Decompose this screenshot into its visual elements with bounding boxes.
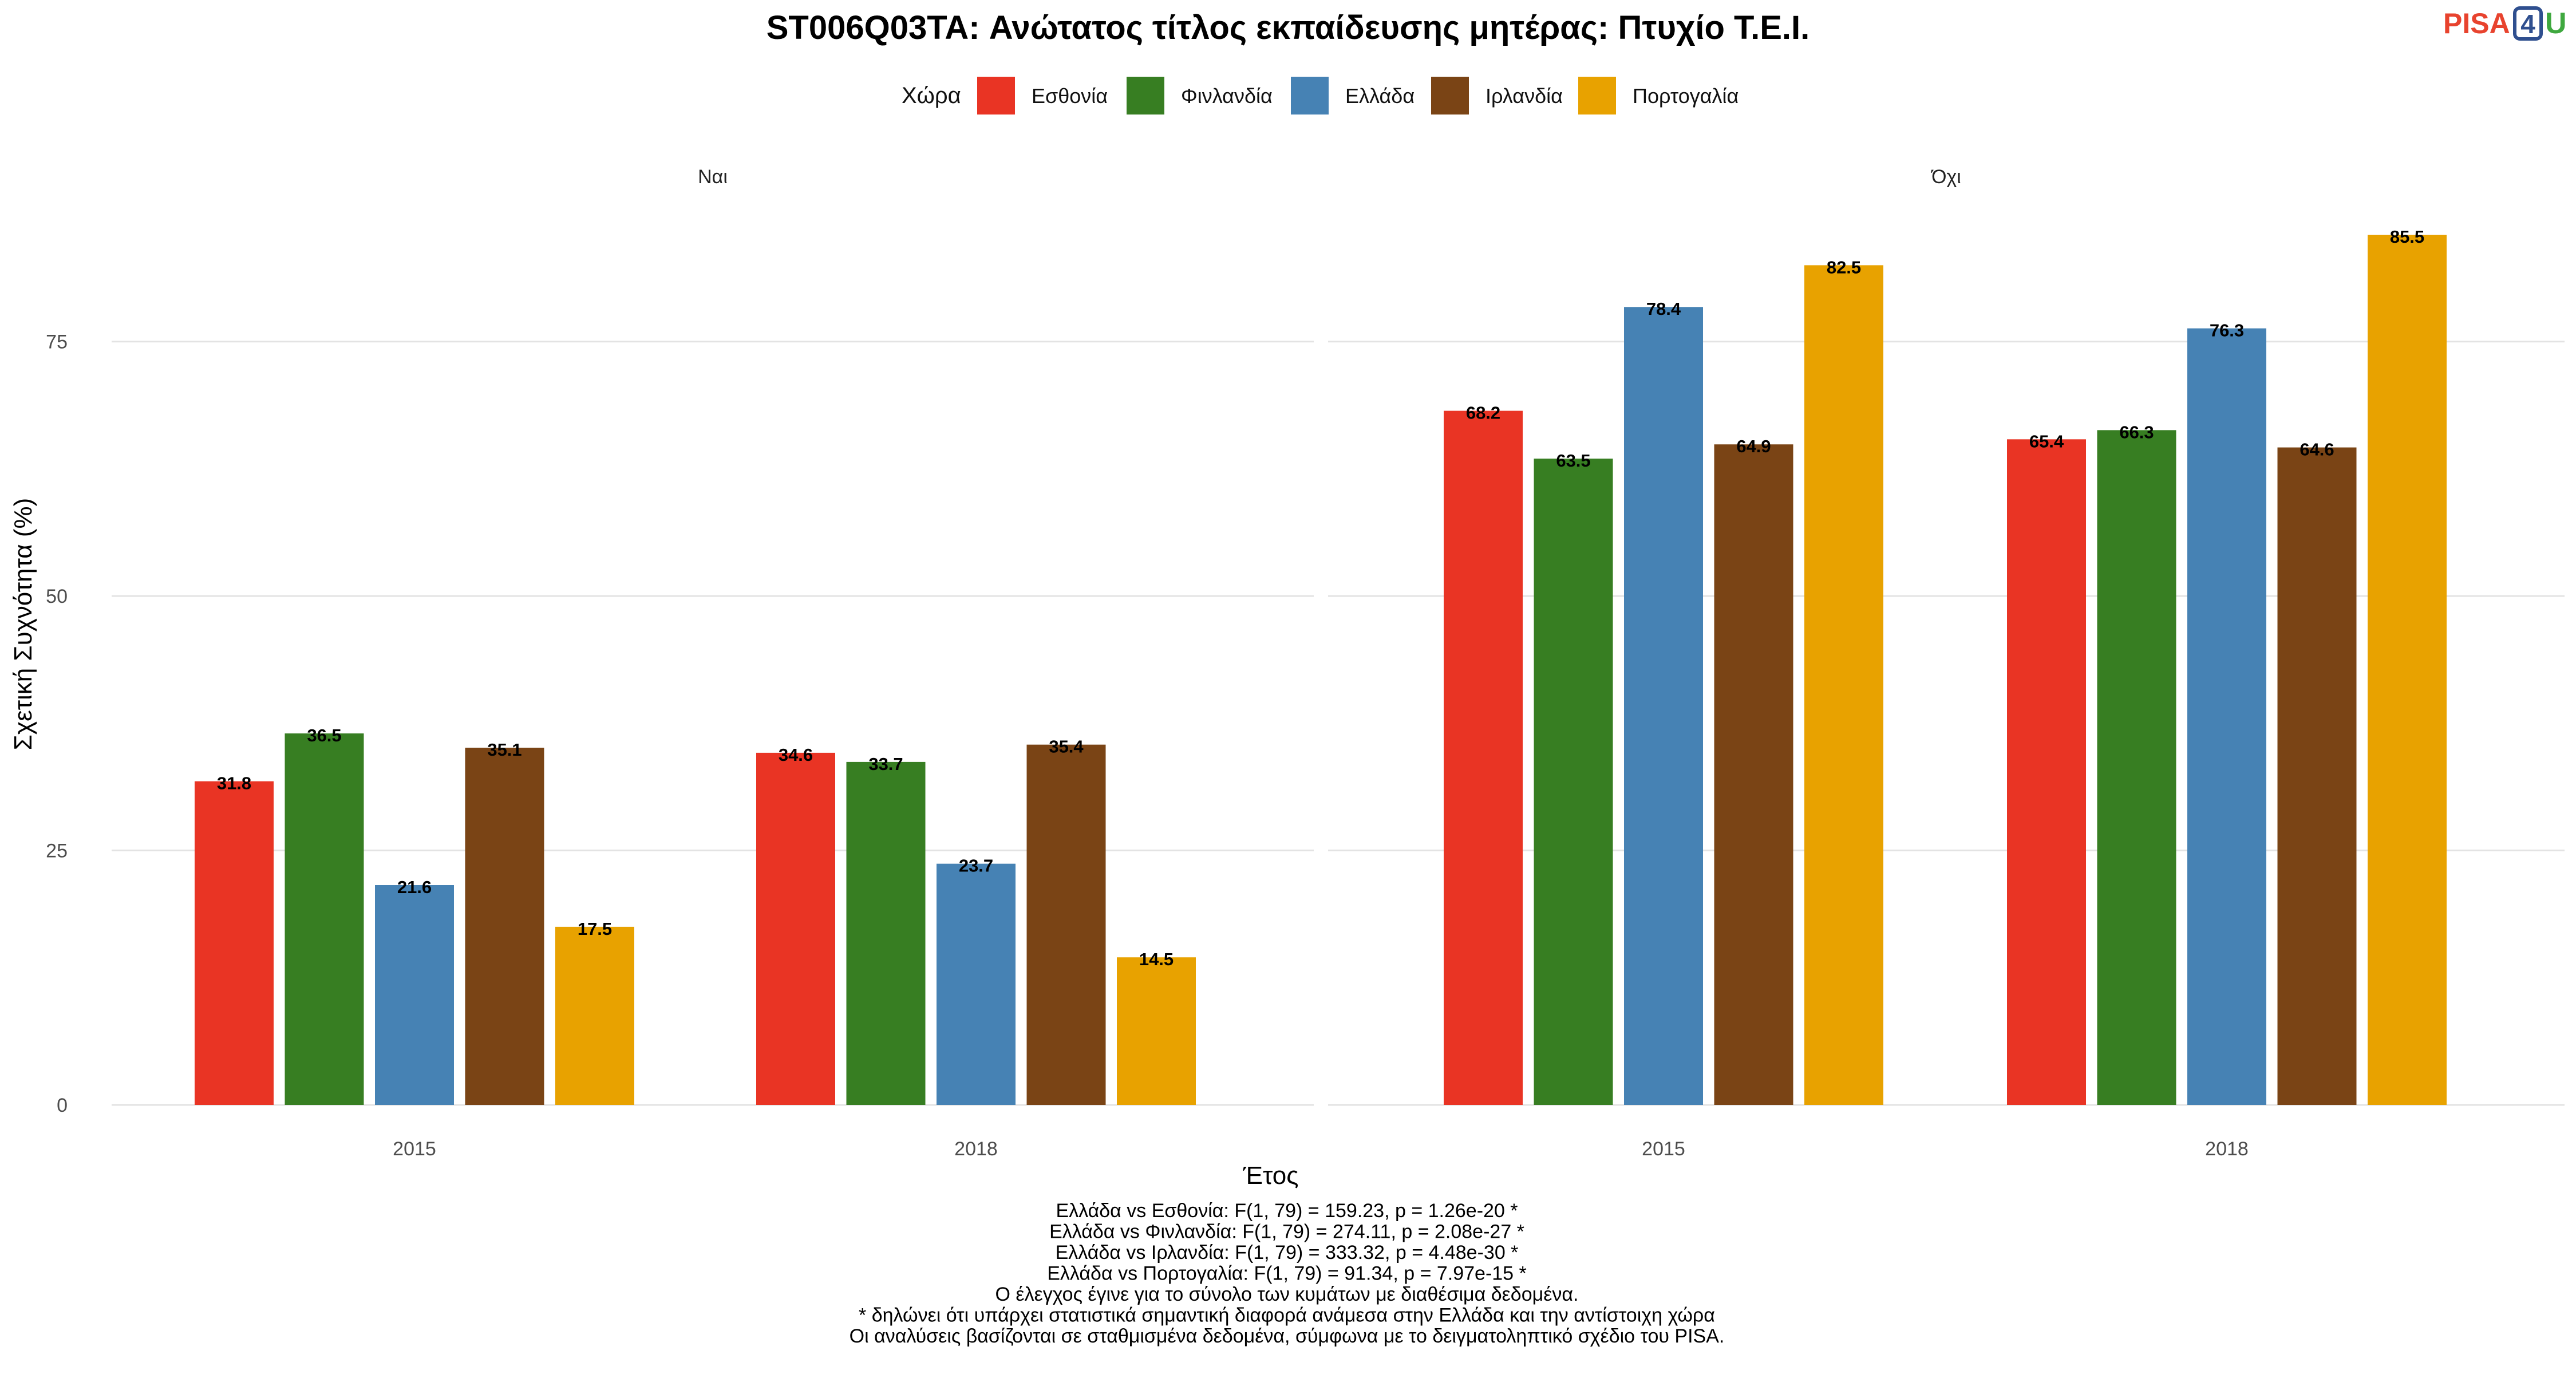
legend-label: Πορτογαλία [1633, 84, 1739, 108]
bar-value-label: 35.1 [487, 740, 521, 760]
bar-value-label: 64.9 [1736, 436, 1771, 456]
x-tick-label: 2015 [1642, 1138, 1685, 1160]
panel-strip-label: Όχι [1930, 166, 1961, 188]
y-tick-label: 75 [46, 331, 68, 353]
panel-1: Ναι 31.8 36.5 21.6 35.1 17.5 2015 34.6 33.7 23.7 3… [112, 166, 1314, 1160]
y-tick-label: 50 [46, 586, 68, 607]
bar-value-label: 66.3 [2119, 422, 2154, 442]
caption-line: Ελλάδα vs Πορτογαλία: F(1, 79) = 91.34, … [1047, 1263, 1527, 1285]
bar-value-label: 36.5 [307, 725, 341, 745]
bar [465, 748, 544, 1105]
caption-line: Ελλάδα vs Εσθονία: F(1, 79) = 159.23, p … [1056, 1200, 1518, 1222]
bar-value-label: 85.5 [2390, 227, 2424, 247]
bar [1624, 307, 1703, 1105]
bar [1026, 744, 1106, 1105]
bar [285, 733, 364, 1105]
x-axis-title: Έτος [1243, 1162, 1299, 1190]
legend-swatch [1578, 77, 1616, 114]
bar [2007, 439, 2086, 1105]
chart-title: ST006Q03TA: Ανώτατος τίτλος εκπαίδευσης … [767, 9, 1810, 46]
legend-swatch [1291, 77, 1329, 114]
bar [195, 781, 274, 1105]
bar-value-label: 14.5 [1139, 949, 1174, 969]
legend-label: Φινλανδία [1181, 84, 1273, 108]
y-tick-label: 0 [57, 1095, 68, 1116]
legend: Χώρα Εσθονία Φινλανδία Ελλάδα Ιρλανδία Πορτογ… [902, 77, 1739, 114]
bar-value-label: 78.4 [1646, 299, 1681, 319]
bar [1804, 265, 1883, 1105]
legend-swatch [977, 77, 1015, 114]
y-tick-label: 25 [46, 840, 68, 862]
bar [2277, 447, 2357, 1105]
caption: Ελλάδα vs Εσθονία: F(1, 79) = 159.23, p … [850, 1200, 1725, 1347]
bar [1117, 957, 1196, 1105]
bar [756, 752, 835, 1105]
legend-label: Εσθονία [1032, 84, 1108, 108]
caption-line: * δηλώνει ότι υπάρχει στατιστικά σημαντι… [859, 1305, 1715, 1326]
panel-2: Όχι 68.2 63.5 78.4 64.9 82.5 2015 65.4 66.3 76.3 6… [1328, 166, 2565, 1160]
panel-strip-label: Ναι [698, 166, 728, 188]
bar-value-label: 33.7 [868, 754, 903, 774]
y-axis-title: Σχετική Συχνότητα (%) [9, 498, 37, 751]
bar-value-label: 21.6 [397, 877, 432, 897]
bar [2187, 328, 2266, 1105]
legend-swatch [1127, 77, 1164, 114]
legend-swatch [1431, 77, 1469, 114]
caption-line: Ελλάδα vs Ιρλανδία: F(1, 79) = 333.32, p… [1056, 1242, 1519, 1264]
bar-value-label: 34.6 [779, 745, 813, 765]
legend-title: Χώρα [902, 83, 961, 108]
logo-box [2513, 6, 2543, 41]
x-tick-label: 2018 [954, 1138, 998, 1160]
bar-value-label: 68.2 [1466, 403, 1500, 423]
bar [2368, 235, 2447, 1105]
pisa4u-logo: PISA 4 U [2443, 6, 2567, 41]
bar-value-label: 63.5 [1556, 451, 1590, 471]
bar [937, 863, 1016, 1105]
logo-u-text: U [2545, 7, 2567, 40]
bar [1534, 459, 1613, 1105]
bar-value-label: 82.5 [1827, 257, 1861, 277]
bar [1714, 444, 1793, 1105]
legend-label: Ελλάδα [1345, 84, 1415, 108]
caption-line: Ελλάδα vs Φινλανδία: F(1, 79) = 274.11, … [1049, 1221, 1524, 1243]
bar-value-label: 23.7 [959, 856, 993, 876]
bar-value-label: 64.6 [2300, 440, 2334, 460]
legend-label: Ιρλανδία [1485, 84, 1563, 108]
bar-value-label: 35.4 [1049, 737, 1084, 757]
plot-panels: Ναι 31.8 36.5 21.6 35.1 17.5 2015 34.6 33.7 23.7 3… [46, 166, 2565, 1160]
logo-4-text: 4 [2520, 9, 2535, 39]
bar [555, 926, 634, 1105]
bar [2097, 430, 2176, 1105]
x-tick-label: 2018 [2205, 1138, 2249, 1160]
bar-value-label: 76.3 [2210, 321, 2244, 341]
x-tick-label: 2015 [393, 1138, 436, 1160]
bar-value-label: 65.4 [2029, 431, 2064, 451]
bar [846, 761, 926, 1105]
logo-pisa-text: PISA [2443, 7, 2510, 40]
bar [375, 885, 454, 1105]
bar-value-label: 31.8 [217, 773, 251, 793]
caption-line: Ο έλεγχος έγινε για το σύνολο των κυμάτω… [995, 1284, 1579, 1305]
caption-line: Οι αναλύσεις βασίζονται σε σταθμισμένα δ… [850, 1325, 1725, 1347]
bar-value-label: 17.5 [578, 919, 612, 939]
bar [1444, 410, 1523, 1105]
